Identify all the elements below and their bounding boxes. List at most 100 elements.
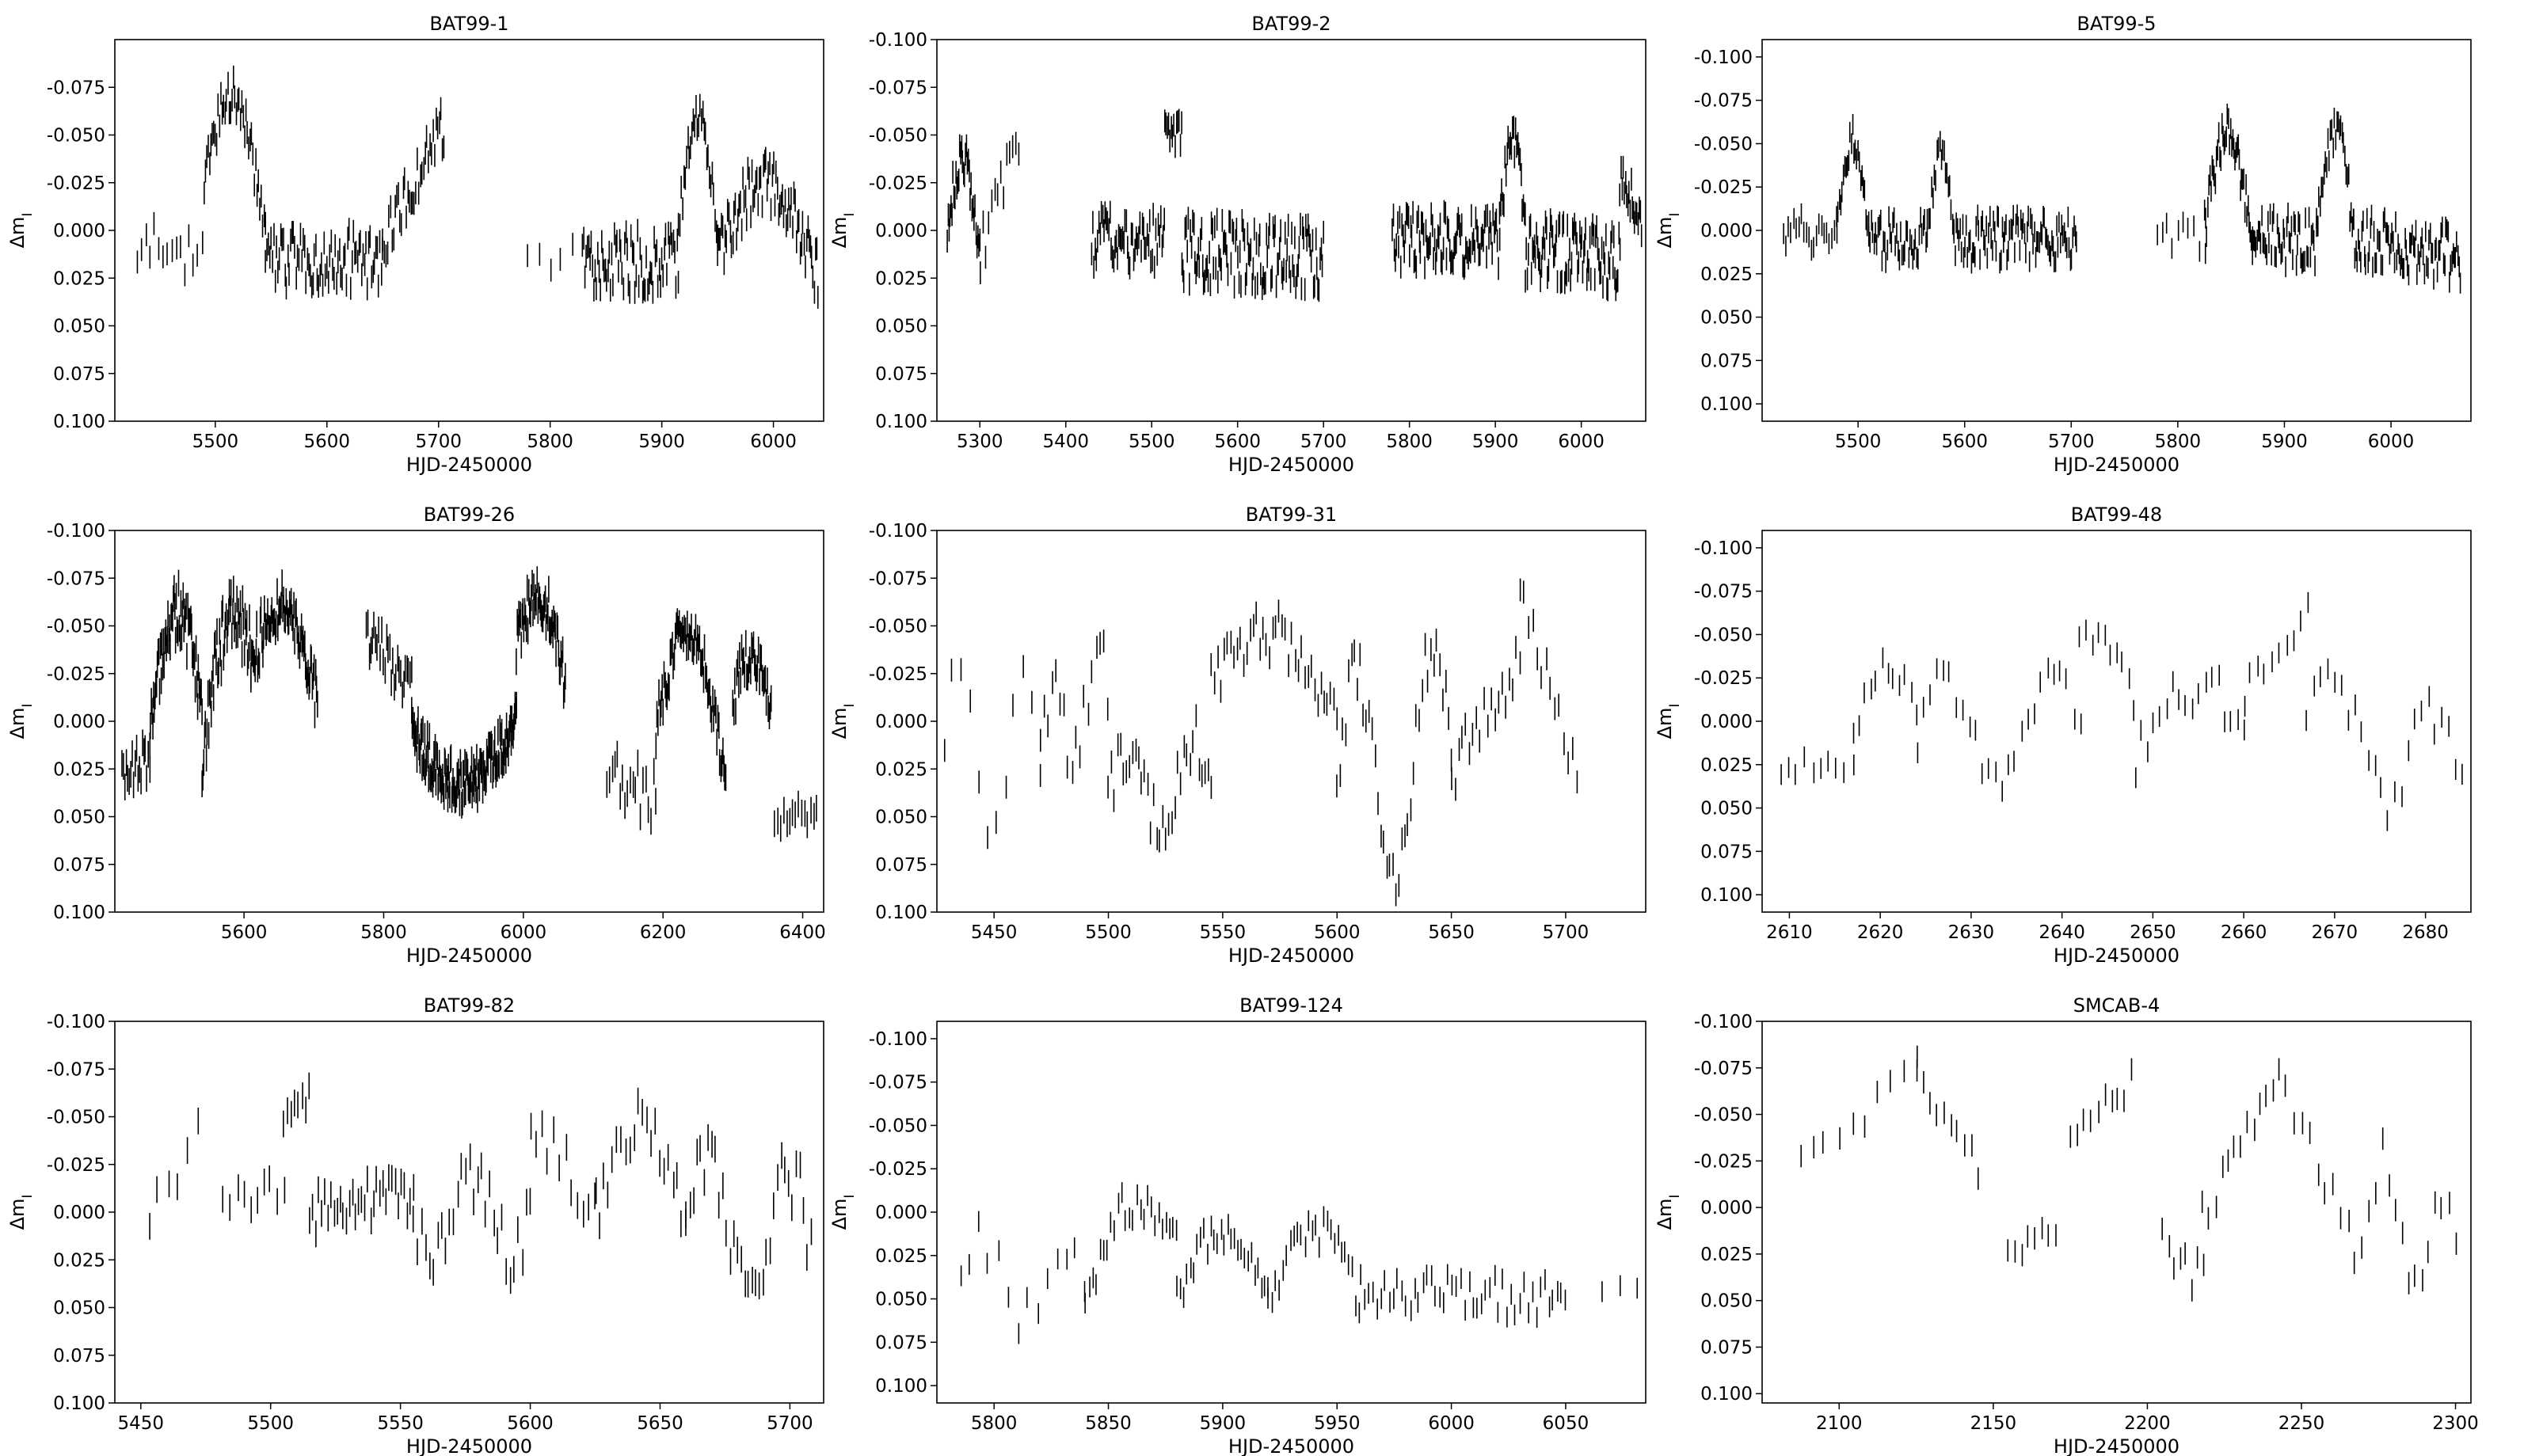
x-tick-label: 6000 bbox=[501, 922, 547, 943]
y-tick-label: -0.100 bbox=[869, 30, 927, 51]
x-tick-label: 5800 bbox=[360, 922, 407, 943]
y-tick-label: 0.025 bbox=[1700, 755, 1753, 776]
x-tick-label: 5500 bbox=[1835, 431, 1882, 452]
y-tick-label: 0.025 bbox=[875, 1246, 927, 1267]
x-tick-label: 2660 bbox=[2221, 922, 2267, 943]
panel-title: BAT99-82 bbox=[424, 994, 515, 1017]
y-tick-label: -0.050 bbox=[869, 1116, 927, 1136]
y-tick-label: 0.100 bbox=[875, 1376, 927, 1397]
x-axis-label: HJD-2450000 bbox=[1228, 945, 1354, 967]
y-axis-label: ΔmI bbox=[1654, 213, 1683, 249]
x-tick-label: 5700 bbox=[2048, 431, 2095, 452]
x-tick-label: 6200 bbox=[640, 922, 687, 943]
panel-6: BAT99-48 2610 2620 2630 2640 2650 2660 2670 2680… bbox=[1654, 504, 2472, 967]
x-tick-label: 5550 bbox=[1200, 922, 1247, 943]
x-tick-label: 6000 bbox=[750, 431, 797, 452]
x-tick-label: 5450 bbox=[971, 922, 1018, 943]
y-tick-label: 0.050 bbox=[875, 808, 927, 828]
y-tick-label: -0.025 bbox=[869, 173, 927, 194]
x-tick-label: 5800 bbox=[971, 1413, 1018, 1434]
y-tick-label: -0.100 bbox=[1694, 48, 1753, 68]
x-axis-label: HJD-2450000 bbox=[1228, 454, 1354, 476]
y-tick-label: 0.075 bbox=[875, 855, 927, 876]
y-tick-label: 0.025 bbox=[53, 1250, 105, 1271]
panel-title: SMCAB-4 bbox=[2073, 994, 2160, 1017]
y-tick-label: 0.000 bbox=[1700, 221, 1753, 241]
plot-frame bbox=[1761, 1021, 2472, 1404]
y-tick-label: 0.075 bbox=[1700, 842, 1753, 862]
x-tick-label: 5600 bbox=[507, 1413, 554, 1434]
y-tick-label: 0.075 bbox=[1700, 351, 1753, 371]
y-tick-label: -0.025 bbox=[869, 1159, 927, 1180]
panel-title: BAT99-124 bbox=[1239, 994, 1343, 1017]
panel-title: BAT99-2 bbox=[1251, 13, 1331, 35]
y-tick-label: 0.000 bbox=[53, 712, 105, 732]
plot-frame bbox=[114, 1021, 824, 1404]
x-tick-label: 5850 bbox=[1085, 1413, 1132, 1434]
y-tick-label: -0.100 bbox=[1694, 538, 1753, 559]
x-tick-label: 5800 bbox=[2155, 431, 2202, 452]
panel-4: BAT99-26 5600 5800 6000 6200 6400 -0.100 -0.075… bbox=[6, 504, 826, 967]
y-tick-label: 0.000 bbox=[875, 1203, 927, 1223]
panel-title: BAT99-5 bbox=[2077, 13, 2156, 35]
x-axis-label: HJD-2450000 bbox=[2054, 454, 2179, 476]
panel-3: BAT99-5 5500 5600 5700 5800 5900 6000 -0.100 -0.… bbox=[1654, 13, 2472, 476]
y-tick-label: 0.075 bbox=[53, 855, 105, 876]
data-series bbox=[960, 1182, 1639, 1344]
x-tick-label: 2300 bbox=[2432, 1413, 2479, 1434]
x-tick-label: 6400 bbox=[779, 922, 826, 943]
y-tick-label: -0.025 bbox=[1694, 1151, 1753, 1172]
x-tick-label: 2670 bbox=[2312, 922, 2358, 943]
x-tick-label: 2150 bbox=[1970, 1413, 2017, 1434]
x-tick-label: 2680 bbox=[2402, 922, 2449, 943]
x-tick-label: 5550 bbox=[377, 1413, 424, 1434]
data-series bbox=[1783, 103, 2461, 294]
x-tick-label: 5600 bbox=[1941, 431, 1988, 452]
x-axis-label: HJD-2450000 bbox=[406, 1435, 532, 1456]
x-tick-label: 5950 bbox=[1314, 1413, 1361, 1434]
x-tick-label: 5600 bbox=[1214, 431, 1261, 452]
y-tick-label: 0.100 bbox=[875, 412, 927, 432]
y-tick-label: -0.100 bbox=[47, 1012, 105, 1032]
x-tick-label: 5600 bbox=[1314, 922, 1361, 943]
y-tick-label: -0.050 bbox=[1694, 134, 1753, 154]
y-tick-label: -0.075 bbox=[1694, 91, 1753, 112]
y-tick-label: 0.025 bbox=[875, 759, 927, 780]
panel-title: BAT99-1 bbox=[429, 13, 508, 35]
panel-9: SMCAB-4 2100 2150 2200 2250 2300 -0.100 -0.075 -… bbox=[1654, 994, 2479, 1456]
y-tick-label: 0.000 bbox=[53, 221, 105, 241]
y-tick-label: 0.025 bbox=[1700, 1245, 1753, 1265]
x-tick-label: 5650 bbox=[637, 1413, 683, 1434]
x-tick-label: 5450 bbox=[118, 1413, 165, 1434]
x-tick-label: 6000 bbox=[1428, 1413, 1475, 1434]
y-tick-label: 0.025 bbox=[53, 268, 105, 289]
y-axis-label: ΔmI bbox=[1654, 704, 1683, 739]
x-tick-label: 2100 bbox=[1816, 1413, 1863, 1434]
y-tick-label: 0.000 bbox=[1700, 1198, 1753, 1218]
x-tick-label: 5400 bbox=[1042, 431, 1089, 452]
x-tick-label: 5800 bbox=[1386, 431, 1433, 452]
y-tick-label: 0.100 bbox=[1700, 885, 1753, 906]
x-tick-label: 5650 bbox=[1428, 922, 1475, 943]
data-series bbox=[946, 108, 1643, 302]
x-tick-label: 5500 bbox=[1129, 431, 1175, 452]
x-tick-label: 2640 bbox=[2039, 922, 2085, 943]
y-tick-label: -0.050 bbox=[47, 1108, 105, 1128]
x-tick-label: 5300 bbox=[957, 431, 1003, 452]
x-tick-label: 5600 bbox=[304, 431, 351, 452]
y-tick-label: 0.075 bbox=[53, 364, 105, 385]
panel-title: BAT99-31 bbox=[1246, 504, 1337, 526]
y-tick-label: -0.050 bbox=[869, 617, 927, 637]
x-tick-label: 5700 bbox=[415, 431, 462, 452]
panel-7: BAT99-82 5450 5500 5550 5600 5650 5700 -0.100 -0… bbox=[6, 994, 824, 1456]
y-tick-label: 0.050 bbox=[875, 317, 927, 337]
plot-frame bbox=[1761, 530, 2472, 913]
y-tick-label: -0.050 bbox=[1694, 1105, 1753, 1126]
x-tick-label: 5700 bbox=[1543, 922, 1589, 943]
y-tick-label: -0.075 bbox=[47, 78, 105, 98]
y-tick-label: -0.050 bbox=[1694, 625, 1753, 645]
x-axis-label: HJD-2450000 bbox=[406, 945, 532, 967]
y-axis-label: ΔmI bbox=[6, 704, 36, 739]
x-tick-label: 2620 bbox=[1857, 922, 1904, 943]
